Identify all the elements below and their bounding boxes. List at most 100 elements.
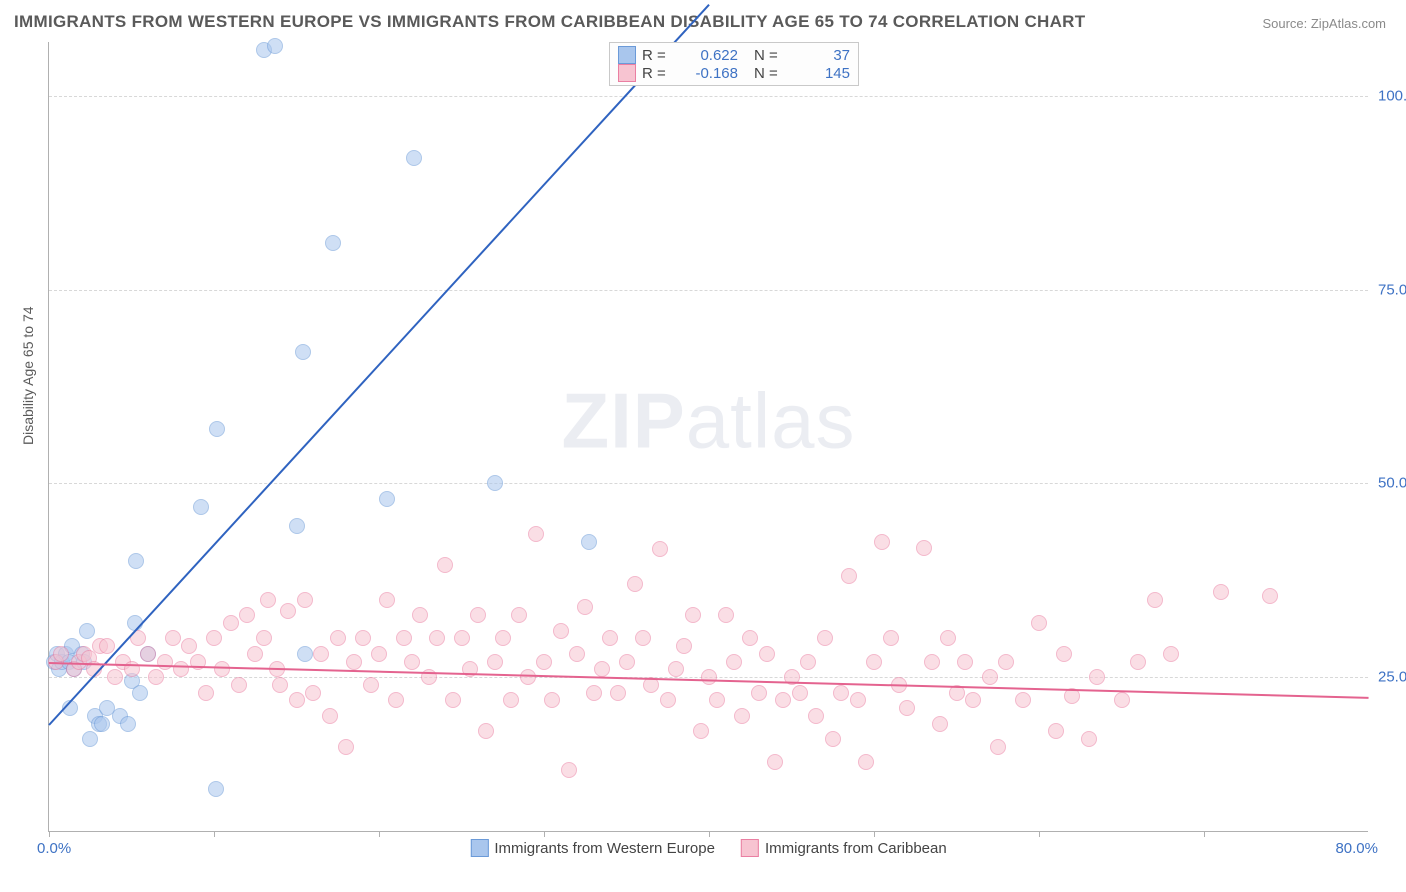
data-point	[759, 646, 775, 662]
data-point	[280, 603, 296, 619]
data-point	[709, 692, 725, 708]
legend-swatch-1	[470, 839, 488, 857]
data-point	[206, 630, 222, 646]
data-point	[1081, 731, 1097, 747]
data-point	[635, 630, 651, 646]
data-point	[289, 692, 305, 708]
data-point	[652, 541, 668, 557]
data-point	[1130, 654, 1146, 670]
source-attribution: Source: ZipAtlas.com	[1262, 16, 1386, 31]
data-point	[128, 553, 144, 569]
data-point	[536, 654, 552, 670]
data-point	[858, 754, 874, 770]
stats-row-series-2: R =-0.168 N =145	[618, 64, 850, 82]
data-point	[140, 646, 156, 662]
data-point	[1056, 646, 1072, 662]
data-point	[586, 685, 602, 701]
data-point	[1089, 669, 1105, 685]
data-point	[932, 716, 948, 732]
x-axis-min-label: 0.0%	[37, 840, 71, 857]
data-point	[1031, 615, 1047, 631]
data-point	[520, 669, 536, 685]
data-point	[610, 685, 626, 701]
data-point	[325, 235, 341, 251]
data-point	[528, 526, 544, 542]
data-point	[511, 607, 527, 623]
data-point	[305, 685, 321, 701]
data-point	[181, 638, 197, 654]
data-point	[940, 630, 956, 646]
data-point	[495, 630, 511, 646]
data-point	[619, 654, 635, 670]
data-point	[1015, 692, 1031, 708]
data-point	[581, 534, 597, 550]
y-tick-label: 50.0%	[1378, 475, 1406, 492]
data-point	[965, 692, 981, 708]
data-point	[208, 781, 224, 797]
data-point	[406, 150, 422, 166]
data-point	[289, 518, 305, 534]
data-point	[267, 38, 283, 54]
data-point	[899, 700, 915, 716]
data-point	[388, 692, 404, 708]
legend-swatch-2	[741, 839, 759, 857]
y-tick-label: 75.0%	[1378, 281, 1406, 298]
data-point	[569, 646, 585, 662]
data-point	[660, 692, 676, 708]
data-point	[260, 592, 276, 608]
data-point	[998, 654, 1014, 670]
y-tick-label: 100.0%	[1378, 88, 1406, 105]
data-point	[214, 661, 230, 677]
data-point	[990, 739, 1006, 755]
legend-label-1: Immigrants from Western Europe	[494, 840, 715, 857]
data-point	[1114, 692, 1130, 708]
data-point	[808, 708, 824, 724]
data-point	[193, 499, 209, 515]
data-point	[437, 557, 453, 573]
data-point	[883, 630, 899, 646]
data-point	[957, 654, 973, 670]
data-point	[445, 692, 461, 708]
data-point	[148, 669, 164, 685]
data-point	[825, 731, 841, 747]
legend-item-series-2: Immigrants from Caribbean	[741, 839, 947, 857]
data-point	[396, 630, 412, 646]
data-point	[454, 630, 470, 646]
data-point	[676, 638, 692, 654]
data-point	[470, 607, 486, 623]
data-point	[668, 661, 684, 677]
x-axis-max-label: 80.0%	[1335, 840, 1378, 857]
swatch-series-2	[618, 64, 636, 82]
legend-item-series-1: Immigrants from Western Europe	[470, 839, 715, 857]
data-point	[330, 630, 346, 646]
data-point	[701, 669, 717, 685]
data-point	[429, 630, 445, 646]
data-point	[726, 654, 742, 670]
data-point	[82, 731, 98, 747]
data-point	[503, 692, 519, 708]
correlation-stats-box: R =0.622 N =37 R =-0.168 N =145	[609, 42, 859, 86]
data-point	[346, 654, 362, 670]
data-point	[792, 685, 808, 701]
data-point	[272, 677, 288, 693]
data-point	[718, 607, 734, 623]
plot-area: ZIPatlas 25.0%50.0%75.0%100.0% R =0.622 …	[48, 42, 1368, 832]
data-point	[209, 421, 225, 437]
data-point	[107, 669, 123, 685]
data-point	[850, 692, 866, 708]
data-point	[313, 646, 329, 662]
data-point	[1262, 588, 1278, 604]
data-point	[866, 654, 882, 670]
data-point	[371, 646, 387, 662]
data-point	[817, 630, 833, 646]
data-point	[223, 615, 239, 631]
y-tick-label: 25.0%	[1378, 669, 1406, 686]
data-point	[594, 661, 610, 677]
data-point	[916, 540, 932, 556]
data-point	[338, 739, 354, 755]
chart-title: IMMIGRANTS FROM WESTERN EUROPE VS IMMIGR…	[14, 12, 1085, 32]
data-point	[874, 534, 890, 550]
data-point	[355, 630, 371, 646]
data-point	[487, 475, 503, 491]
data-point	[775, 692, 791, 708]
